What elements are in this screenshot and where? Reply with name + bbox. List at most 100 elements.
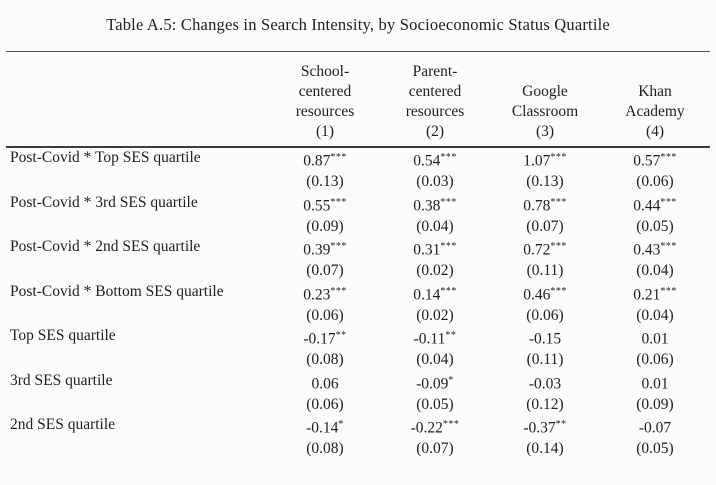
se-cell: (0.04) <box>416 217 454 235</box>
significance-stars: *** <box>330 241 347 252</box>
significance-stars: *** <box>330 152 347 163</box>
se-cell: (0.13) <box>306 173 344 190</box>
significance-stars: *** <box>550 196 567 208</box>
row-label: 3rd SES quartile <box>10 371 113 389</box>
estimate: 0.14 <box>413 286 441 303</box>
observations-row: N 50,400 50,400 50,400 50,400 <box>0 481 716 485</box>
table-row: Post-Covid * 3rd SES quartile 0.55*** 0.… <box>0 193 716 238</box>
column-header-name: Google Classroom <box>511 83 579 120</box>
column-number: (2) <box>425 123 445 140</box>
significance-stars: ** <box>445 330 457 341</box>
coef-cell: 0.87*** <box>270 148 380 172</box>
se-cell: (0.05) <box>416 395 454 413</box>
se-cell: (0.06) <box>306 395 344 413</box>
coef-cell: -0.07 <box>600 415 710 439</box>
coef-cell: 0.57*** <box>600 148 710 172</box>
estimate: 0.78 <box>523 197 551 214</box>
coef-cell: 0.78*** <box>490 193 600 217</box>
estimate: 0.57 <box>633 152 661 170</box>
row-label-spacer <box>6 217 270 238</box>
coef-cell: 0.01 <box>600 371 710 395</box>
significance-stars: ** <box>555 419 567 430</box>
coef-cell: -0.17** <box>270 326 380 350</box>
row-label: 2nd SES quartile <box>10 416 116 433</box>
significance-stars: *** <box>550 241 567 252</box>
header-rule <box>6 146 710 148</box>
estimate: -0.22 <box>410 419 443 437</box>
significance-stars: *** <box>550 152 567 163</box>
table-row: Post-Covid * Bottom SES quartile 0.23***… <box>0 282 716 327</box>
table-row: Post-Covid * 2nd SES quartile 0.39*** 0.… <box>0 237 716 282</box>
significance-stars: *** <box>442 419 460 430</box>
se-cell: (0.11) <box>526 351 564 368</box>
coef-cell: -0.09* <box>380 371 490 395</box>
column-header-2: Parent- centered resources (2) <box>380 62 490 142</box>
coef-cell: 0.38*** <box>380 193 490 217</box>
se-cell: (0.04) <box>636 306 674 324</box>
table-row: Post-Covid * Top SES quartile 0.87*** 0.… <box>0 148 716 193</box>
se-cell: (0.06) <box>636 351 674 368</box>
estimate: -0.37 <box>523 419 556 437</box>
estimate: -0.11 <box>413 330 446 348</box>
blank-row <box>0 460 716 481</box>
estimate: -0.07 <box>638 419 672 437</box>
significance-stars: *** <box>550 285 567 297</box>
se-cell: (0.06) <box>526 306 564 324</box>
row-label: Top SES quartile <box>10 327 116 344</box>
estimate: 0.54 <box>413 152 441 170</box>
estimate: -0.17 <box>303 330 336 348</box>
se-cell: (0.04) <box>416 351 454 368</box>
coef-cell: 0.39*** <box>270 237 380 261</box>
significance-stars: * <box>448 374 454 386</box>
significance-stars: *** <box>440 285 457 297</box>
row-label: Post-Covid * Top SES quartile <box>10 149 201 166</box>
column-header-3: Google Classroom (3) <box>490 82 600 142</box>
table-title: Table A.5: Changes in Search Intensity, … <box>106 15 610 34</box>
coef-cell: -0.14* <box>270 415 380 439</box>
estimate: 0.38 <box>413 197 441 214</box>
table-header-row: School- centered resources (1) Parent- c… <box>0 52 716 146</box>
estimate: 1.07 <box>523 152 551 170</box>
significance-stars: *** <box>660 285 677 297</box>
estimate: 0.44 <box>633 197 661 214</box>
estimate: -0.03 <box>528 375 562 392</box>
estimate: 0.46 <box>523 286 551 303</box>
se-cell: (0.11) <box>526 262 564 279</box>
significance-stars: *** <box>440 196 457 208</box>
estimate: 0.43 <box>633 241 661 259</box>
se-cell: (0.08) <box>306 351 344 368</box>
estimate: -0.15 <box>528 330 562 348</box>
column-number: (1) <box>315 123 335 140</box>
row-label-spacer <box>6 172 270 193</box>
coef-cell: 0.43*** <box>600 237 710 261</box>
column-header-name: School- centered resources <box>295 63 355 120</box>
estimate: 0.06 <box>311 375 339 392</box>
column-number: (3) <box>535 123 555 140</box>
coef-cell: 0.31*** <box>380 237 490 261</box>
se-cell: (0.12) <box>526 395 564 413</box>
significance-stars: *** <box>440 241 457 252</box>
estimate: 0.87 <box>303 152 331 170</box>
estimate: 0.01 <box>641 375 669 392</box>
coef-cell: -0.15 <box>490 326 600 350</box>
se-cell: (0.09) <box>636 395 674 413</box>
row-label-spacer <box>6 306 270 327</box>
coef-cell: 0.55*** <box>270 193 380 217</box>
coef-cell: 0.14*** <box>380 282 490 306</box>
column-header-name: Parent- centered resources <box>405 63 465 120</box>
coef-cell: 0.06 <box>270 371 380 395</box>
estimate: 0.23 <box>303 286 331 303</box>
coef-cell: 0.23*** <box>270 282 380 306</box>
se-cell: (0.13) <box>526 173 564 190</box>
estimate: -0.09 <box>416 375 449 392</box>
significance-stars: *** <box>660 241 677 252</box>
coef-cell: 0.46*** <box>490 282 600 306</box>
estimate: 0.39 <box>303 241 331 259</box>
table-row: Top SES quartile -0.17** -0.11** -0.15 0… <box>0 326 716 371</box>
coef-cell: 1.07*** <box>490 148 600 172</box>
column-header-4: Khan Academy (4) <box>600 82 710 142</box>
se-cell: (0.06) <box>636 173 674 190</box>
estimate: 0.21 <box>633 286 661 303</box>
row-label-spacer <box>6 395 270 416</box>
